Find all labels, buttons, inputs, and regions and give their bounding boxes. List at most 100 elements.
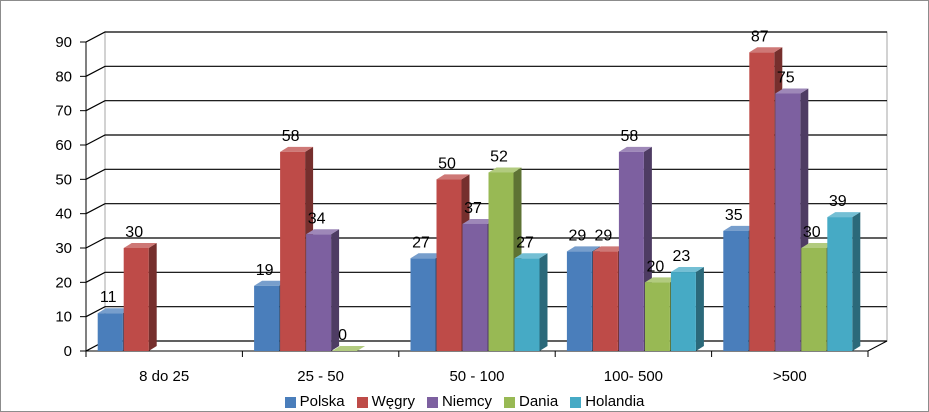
x-tick-label: 100- 500: [604, 368, 663, 385]
legend: Polska Węgry Niemcy Dania Holandia: [0, 392, 929, 412]
bar-top: [827, 212, 861, 218]
data-label: 27: [516, 234, 534, 251]
bar-top: [97, 308, 131, 314]
bar-top: [123, 243, 157, 248]
bar-top: [514, 253, 548, 259]
legend-swatch: [570, 396, 582, 408]
data-label: 75: [777, 70, 795, 87]
bar-front: [514, 258, 540, 351]
data-label: 11: [100, 289, 117, 306]
bar-holandia: [670, 267, 704, 351]
bar-top: [749, 47, 783, 53]
bar-front: [488, 172, 514, 351]
legend-label: Polska: [299, 393, 345, 410]
bar-front: [436, 179, 462, 351]
data-label: 29: [569, 227, 587, 244]
y-tick-label: 50: [55, 171, 72, 188]
bar-top: [618, 146, 652, 152]
data-label: 27: [412, 234, 430, 251]
bar-front: [670, 272, 696, 351]
legend-label: Niemcy: [441, 393, 492, 410]
bar-dania: [332, 346, 366, 351]
x-tick-label: 50 - 100: [449, 368, 504, 385]
x-tick-label: 25 - 50: [297, 368, 344, 385]
bar-top: [670, 267, 704, 273]
data-label: 50: [438, 155, 456, 172]
y-tick-label: 70: [55, 103, 72, 120]
bar-top: [644, 277, 678, 283]
bar-front: [644, 282, 670, 351]
bar-front: [462, 223, 488, 351]
bar-top: [566, 246, 600, 252]
legend-swatch: [426, 396, 438, 408]
bar-front: [618, 151, 644, 351]
legend-swatch: [356, 396, 368, 408]
bar-front: [775, 93, 801, 351]
legend-item-niemcy: Niemcy: [426, 392, 492, 412]
bar-front: [97, 313, 123, 351]
bar-front: [801, 248, 827, 351]
bar-side: [331, 229, 340, 351]
bar-top: [306, 229, 340, 235]
legend-item-polska: Polska: [284, 392, 345, 412]
y-tick-label: 80: [55, 68, 72, 85]
legend-swatch: [284, 396, 296, 408]
bar-top: [801, 243, 835, 248]
bar-front: [566, 251, 592, 351]
bar-side: [852, 212, 861, 351]
legend-label: Dania: [518, 393, 559, 410]
y-tick-label: 40: [55, 206, 72, 223]
y-tick-label: 20: [55, 274, 72, 291]
bar-front: [827, 217, 853, 351]
gridline: [85, 134, 887, 146]
bar-front: [749, 52, 775, 352]
bar-top: [775, 88, 809, 94]
legend-item-w-gry: Węgry: [356, 392, 415, 412]
bar-front: [592, 251, 618, 351]
y-tick-label: 0: [64, 343, 72, 360]
data-label: 0: [338, 327, 347, 344]
data-label: 87: [751, 28, 769, 45]
bar-top: [462, 218, 496, 224]
bar-top: [410, 253, 444, 259]
bar-top: [332, 346, 366, 351]
x-tick-label: 8 do 25: [139, 368, 189, 385]
y-tick-label: 90: [55, 34, 72, 51]
x-tick-label: >500: [773, 368, 807, 385]
legend-label: Holandia: [585, 393, 645, 410]
data-label: 39: [829, 193, 847, 210]
gridline: [85, 65, 887, 77]
bar-front: [306, 234, 332, 351]
bar-side: [539, 253, 548, 351]
data-label: 20: [647, 258, 665, 275]
bar-top: [436, 174, 470, 180]
legend-item-holandia: Holandia: [570, 392, 644, 412]
legend-label: Węgry: [371, 393, 415, 410]
bar-top: [723, 225, 757, 231]
data-label: 37: [464, 200, 482, 217]
bar-holandia: [827, 212, 861, 351]
data-label: 35: [725, 207, 743, 224]
bar-w-gry: [123, 243, 157, 351]
bar-side: [695, 267, 704, 351]
gridline: [85, 31, 887, 43]
legend-item-dania: Dania: [503, 392, 559, 412]
bar-top: [592, 246, 626, 252]
bar-front: [723, 230, 749, 351]
data-label: 34: [308, 210, 326, 227]
data-label: 52: [490, 148, 508, 165]
data-label: 19: [256, 262, 274, 279]
bar-niemcy: [618, 146, 652, 351]
bar-niemcy: [306, 229, 340, 351]
data-label: 58: [621, 128, 639, 145]
bar-top: [254, 280, 288, 286]
data-label: 30: [803, 224, 821, 241]
bar-side: [148, 243, 157, 351]
data-label: 23: [673, 248, 691, 265]
bar-front: [123, 248, 149, 351]
bar-top: [280, 146, 314, 152]
bar-front: [410, 258, 436, 351]
gridline: [85, 100, 887, 112]
data-label: 30: [125, 224, 143, 241]
data-label: 58: [282, 128, 300, 145]
